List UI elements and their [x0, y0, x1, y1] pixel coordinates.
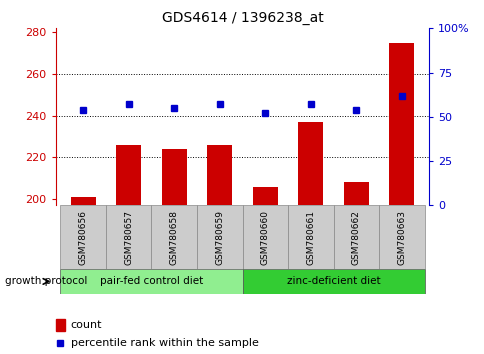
Text: zinc-deficient diet: zinc-deficient diet [286, 276, 379, 286]
Text: GSM780656: GSM780656 [78, 210, 88, 265]
Bar [60, 205, 106, 269]
Text: growth protocol: growth protocol [5, 276, 87, 286]
Text: count: count [71, 320, 102, 330]
Text: GSM780657: GSM780657 [124, 210, 133, 265]
Bar [242, 269, 424, 294]
Text: GSM780661: GSM780661 [306, 210, 315, 265]
Text: GSM780660: GSM780660 [260, 210, 269, 265]
Bar [298, 122, 323, 205]
Bar [252, 187, 277, 205]
Bar [161, 149, 186, 205]
Bar [151, 205, 197, 269]
Bar [106, 205, 151, 269]
Bar [287, 205, 333, 269]
Bar [116, 145, 141, 205]
Text: pair-fed control diet: pair-fed control diet [100, 276, 203, 286]
Bar [343, 182, 368, 205]
Bar [389, 43, 413, 205]
Text: GSM780663: GSM780663 [396, 210, 406, 265]
Text: GSM780658: GSM780658 [169, 210, 178, 265]
Text: GDS4614 / 1396238_at: GDS4614 / 1396238_at [161, 11, 323, 25]
Bar [242, 205, 287, 269]
Bar [207, 145, 232, 205]
Bar [56, 319, 65, 331]
Bar [333, 205, 378, 269]
Text: percentile rank within the sample: percentile rank within the sample [71, 338, 258, 348]
Bar [378, 205, 424, 269]
Bar [71, 197, 95, 205]
Bar [197, 205, 242, 269]
Text: GSM780662: GSM780662 [351, 210, 360, 265]
Bar [60, 269, 242, 294]
Text: GSM780659: GSM780659 [215, 210, 224, 265]
